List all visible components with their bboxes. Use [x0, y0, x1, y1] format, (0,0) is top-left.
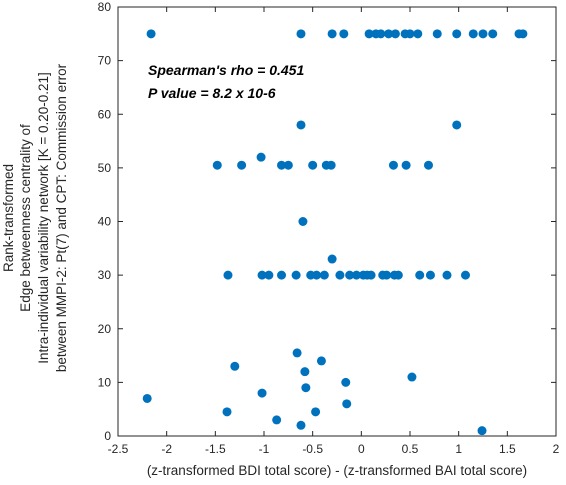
data-point	[452, 120, 462, 130]
data-point	[308, 160, 318, 170]
x-tick-label: 0.5	[402, 442, 419, 456]
data-point	[316, 356, 326, 366]
data-point	[230, 361, 240, 371]
data-point	[407, 372, 417, 382]
y-tick-label: 20	[98, 322, 112, 336]
x-tick-label: 1.5	[499, 442, 516, 456]
data-point	[468, 29, 478, 39]
data-point	[212, 160, 222, 170]
data-point	[405, 29, 415, 39]
data-point	[401, 160, 411, 170]
annotations: Spearman's rho = 0.451 P value = 8.2 x 1…	[148, 62, 304, 101]
data-point	[283, 160, 293, 170]
data-point	[237, 160, 247, 170]
data-points	[142, 29, 528, 436]
y-tick-label: 70	[98, 54, 112, 68]
axes: -2.5 -2 -1.5 -1 -0.5 0 0.5 1 1.5 2010203040506070…	[98, 0, 560, 456]
data-point	[393, 270, 403, 280]
y-tick-label: 50	[98, 161, 112, 175]
y-axis-label-line-2: Edge betweenness centrality of	[18, 124, 33, 312]
annotation-pvalue: P value = 8.2 x 10-6	[148, 85, 276, 101]
data-point	[301, 383, 311, 393]
y-axis-label-line-4: between MMPI-2: Pt(7) and CPT: Commissio…	[54, 63, 69, 372]
data-point	[291, 270, 301, 280]
data-point	[223, 270, 233, 280]
x-tick-label: 1	[455, 442, 462, 456]
data-point	[423, 160, 433, 170]
y-tick-label: 0	[104, 429, 111, 443]
data-point	[384, 29, 394, 39]
y-axis-label-line-1: Rank-transformed	[1, 164, 16, 272]
y-tick-label: 80	[98, 0, 112, 14]
data-point	[296, 420, 306, 430]
x-tick-label: -2	[161, 442, 172, 456]
data-point	[518, 29, 528, 39]
data-point	[341, 377, 351, 387]
data-point	[296, 120, 306, 130]
data-point	[364, 29, 374, 39]
data-point	[366, 270, 376, 280]
x-tick-label: -0.5	[302, 442, 323, 456]
data-point	[413, 29, 423, 39]
data-point	[488, 29, 498, 39]
data-point	[432, 29, 442, 39]
x-tick-label: -1	[259, 442, 270, 456]
x-axis-label: (z-transformed BDI total score) - (z-tra…	[147, 463, 527, 478]
data-point	[327, 254, 337, 264]
data-point	[292, 348, 302, 358]
data-point	[277, 270, 287, 280]
data-point	[382, 270, 392, 280]
data-point	[319, 270, 329, 280]
data-point	[296, 29, 306, 39]
data-point	[272, 415, 282, 425]
data-point	[142, 393, 152, 403]
data-point	[442, 270, 452, 280]
y-tick-label: 60	[98, 107, 112, 121]
data-point	[264, 270, 274, 280]
data-point	[452, 29, 462, 39]
data-point	[460, 270, 470, 280]
data-point	[256, 152, 266, 162]
annotation-rho: Spearman's rho = 0.451	[148, 62, 304, 78]
data-point	[376, 29, 386, 39]
data-point	[311, 407, 321, 417]
y-axis-label-line-3: Intra-individual variability network [K …	[36, 72, 51, 364]
data-point	[388, 160, 398, 170]
y-tick-label: 30	[98, 268, 112, 282]
data-point	[390, 29, 400, 39]
data-point	[339, 29, 349, 39]
data-point	[425, 270, 435, 280]
data-point	[300, 367, 310, 377]
x-tick-label: 2	[553, 442, 560, 456]
data-point	[478, 29, 488, 39]
data-point	[345, 270, 355, 280]
y-axis-label: Rank-transformed Edge betweenness centra…	[1, 63, 69, 372]
data-point	[326, 160, 336, 170]
data-point	[146, 29, 156, 39]
x-tick-label: -1.5	[205, 442, 226, 456]
data-point	[415, 270, 425, 280]
data-point	[312, 270, 322, 280]
y-tick-label: 40	[98, 215, 112, 229]
data-point	[327, 29, 337, 39]
x-tick-label: 0	[358, 442, 365, 456]
data-point	[477, 426, 487, 436]
data-point	[257, 388, 267, 398]
data-point	[342, 399, 352, 409]
data-point	[222, 407, 232, 417]
data-point	[351, 270, 361, 280]
data-point	[335, 270, 345, 280]
y-tick-label: 10	[98, 375, 112, 389]
x-tick-label: -2.5	[108, 442, 129, 456]
data-point	[277, 160, 287, 170]
data-point	[298, 217, 308, 226]
data-point	[257, 270, 267, 280]
